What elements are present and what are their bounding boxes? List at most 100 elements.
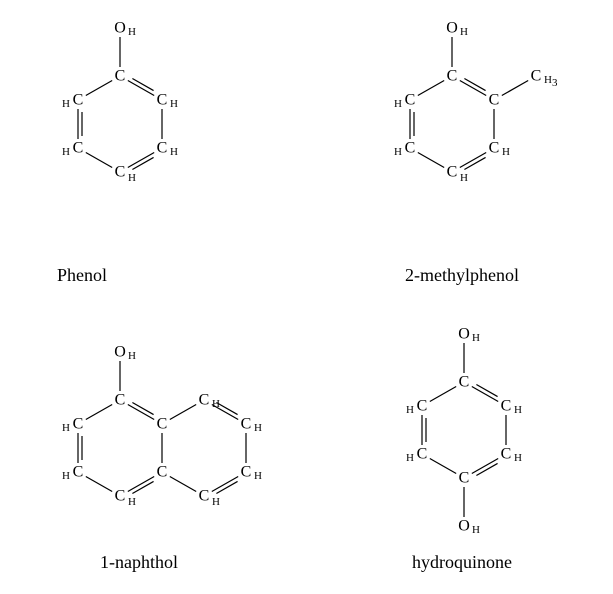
atom-c: CH: [62, 92, 83, 111]
svg-text:O: O: [458, 518, 470, 535]
svg-text:C: C: [501, 446, 512, 463]
atom-o: OH: [114, 344, 136, 363]
atom-o: OH: [114, 20, 136, 39]
svg-text:C: C: [199, 392, 210, 409]
atom-c: C: [115, 68, 126, 85]
atom-c: C: [489, 92, 500, 109]
atom-c: CH: [62, 416, 83, 435]
svg-text:C: C: [531, 68, 542, 85]
molecule-label: 2-methylphenol: [405, 265, 519, 285]
atom-o: OH: [446, 20, 468, 39]
svg-text:3: 3: [552, 77, 558, 89]
svg-text:H: H: [394, 98, 402, 110]
atom-c: CH: [241, 464, 262, 483]
svg-text:H: H: [406, 404, 414, 416]
svg-text:C: C: [157, 140, 168, 157]
svg-text:C: C: [417, 398, 428, 415]
svg-text:C: C: [73, 140, 84, 157]
svg-text:C: C: [115, 488, 126, 505]
svg-text:O: O: [458, 326, 470, 343]
molecule-label: Phenol: [57, 265, 107, 285]
svg-text:H: H: [128, 172, 136, 184]
bond: [418, 80, 444, 95]
svg-text:H: H: [170, 98, 178, 110]
atom-c: C: [115, 392, 126, 409]
atom-o: OH: [458, 326, 480, 345]
atom-c: CH: [115, 488, 136, 509]
svg-text:C: C: [241, 416, 252, 433]
chemistry-diagram: CCHCHCHCHCHOHPhenolCCCHCHCHCHOHCH32-meth…: [0, 0, 613, 594]
atom-c: CH: [199, 488, 220, 509]
molecule-label: hydroquinone: [412, 552, 512, 572]
atom-c: CH: [394, 92, 415, 111]
svg-text:C: C: [405, 92, 416, 109]
svg-text:O: O: [114, 344, 126, 361]
bond: [170, 404, 196, 419]
atom-c: CH: [241, 416, 262, 435]
svg-text:H: H: [502, 146, 510, 158]
svg-text:C: C: [459, 470, 470, 487]
atom-c: CH: [406, 446, 427, 465]
bond: [430, 386, 456, 401]
svg-text:C: C: [157, 464, 168, 481]
svg-text:H: H: [128, 350, 136, 362]
svg-text:H: H: [62, 98, 70, 110]
atom-c: CH: [447, 164, 468, 185]
bond: [502, 80, 528, 95]
atom-c: CH: [62, 140, 83, 159]
svg-text:C: C: [73, 92, 84, 109]
bond: [86, 404, 112, 419]
bond: [86, 80, 112, 95]
svg-text:H: H: [472, 524, 480, 536]
svg-text:H: H: [460, 26, 468, 38]
atom-c: CH: [157, 140, 178, 159]
bond: [430, 458, 456, 473]
svg-text:H: H: [62, 146, 70, 158]
svg-text:C: C: [157, 416, 168, 433]
svg-text:H: H: [406, 452, 414, 464]
bond: [170, 476, 196, 491]
atom-c: CH: [501, 446, 522, 465]
atom-c: CH3: [531, 68, 558, 90]
svg-text:H: H: [254, 470, 262, 482]
svg-text:H: H: [212, 398, 220, 410]
atom-c: CH: [62, 464, 83, 483]
svg-text:O: O: [446, 20, 458, 37]
atom-o: OH: [458, 518, 480, 537]
svg-text:C: C: [115, 392, 126, 409]
svg-text:C: C: [115, 164, 126, 181]
atom-c: CH: [489, 140, 510, 159]
svg-text:C: C: [199, 488, 210, 505]
svg-text:H: H: [460, 172, 468, 184]
atom-c: CH: [406, 398, 427, 417]
molecule-label: 1-naphthol: [100, 552, 178, 572]
svg-text:C: C: [73, 464, 84, 481]
svg-text:C: C: [405, 140, 416, 157]
svg-text:C: C: [115, 68, 126, 85]
svg-text:H: H: [394, 146, 402, 158]
atom-c: C: [447, 68, 458, 85]
svg-text:C: C: [501, 398, 512, 415]
svg-text:C: C: [157, 92, 168, 109]
atom-c: CH: [157, 92, 178, 111]
svg-text:H: H: [514, 452, 522, 464]
atom-c: C: [157, 464, 168, 481]
svg-text:H: H: [212, 496, 220, 508]
atom-c: C: [459, 470, 470, 487]
svg-text:C: C: [241, 464, 252, 481]
svg-text:C: C: [459, 374, 470, 391]
svg-text:H: H: [128, 496, 136, 508]
atom-c: CH: [115, 164, 136, 185]
svg-text:C: C: [489, 140, 500, 157]
atom-c: C: [459, 374, 470, 391]
svg-text:O: O: [114, 20, 126, 37]
atom-c: CH: [199, 392, 220, 411]
bond: [86, 152, 112, 167]
svg-text:H: H: [128, 26, 136, 38]
svg-text:H: H: [472, 332, 480, 344]
svg-text:C: C: [489, 92, 500, 109]
svg-text:H: H: [62, 470, 70, 482]
svg-text:C: C: [447, 68, 458, 85]
svg-text:C: C: [447, 164, 458, 181]
svg-text:H: H: [514, 404, 522, 416]
